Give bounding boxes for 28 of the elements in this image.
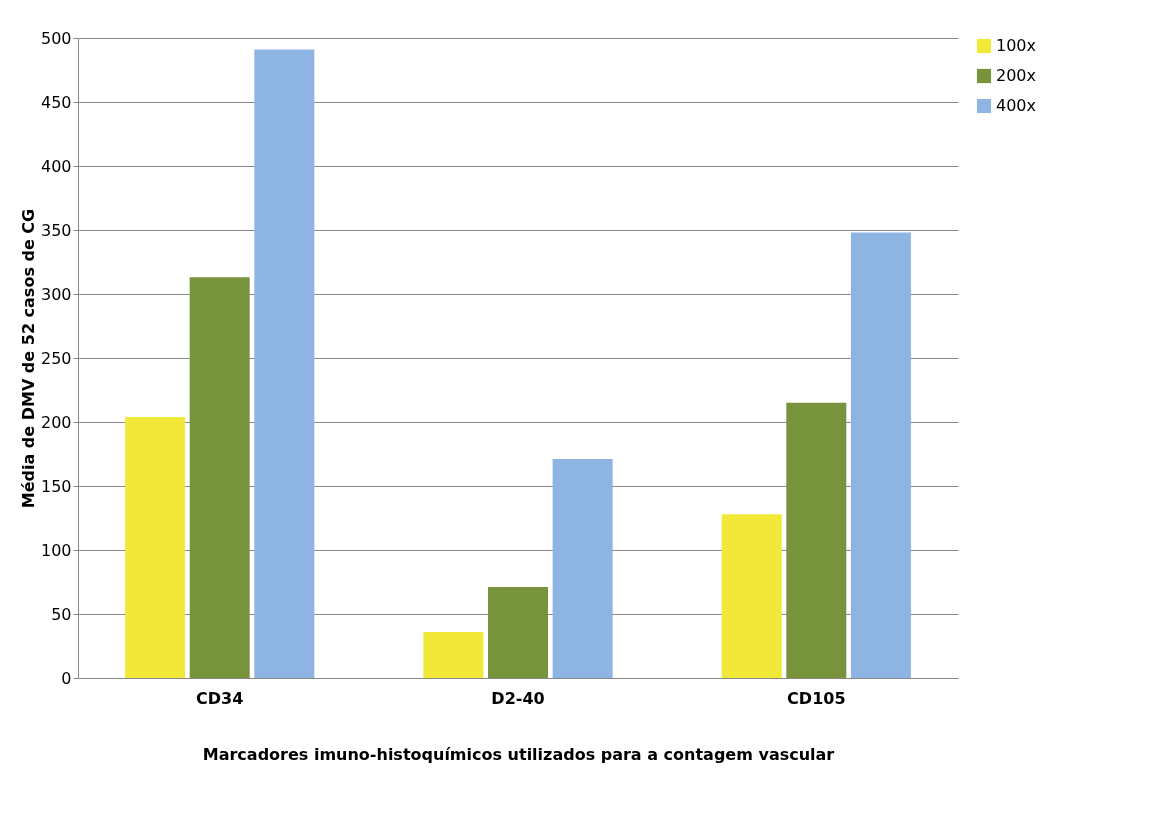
y-axis-title: Média de DMV de 52 casos de CG: [18, 208, 38, 509]
bar: [786, 402, 847, 678]
y-tick-label: 50: [51, 604, 72, 624]
y-tick-label: 200: [40, 412, 72, 432]
y-tick-label: 100: [40, 540, 72, 560]
y-tick-label: 450: [40, 92, 72, 112]
x-tick-label: D2-40: [491, 688, 545, 708]
bar: [721, 514, 782, 678]
y-tick-label: 350: [40, 220, 72, 240]
bar: [254, 49, 315, 678]
y-tick-label: 300: [40, 284, 72, 304]
legend-label: 100x: [996, 36, 1037, 55]
bar: [125, 416, 186, 678]
legend-label: 400x: [996, 96, 1037, 115]
x-axis-title: Marcadores imuno-histoquímicos utilizados para a contagem vascular: [202, 744, 835, 764]
legend-label: 200x: [996, 66, 1037, 85]
bar: [552, 459, 613, 678]
bar: [423, 631, 484, 678]
x-tick-label: CD34: [196, 688, 244, 708]
y-tick-label: 150: [40, 476, 72, 496]
x-tick-label: CD105: [787, 688, 846, 708]
bar: [189, 277, 250, 678]
bar: [850, 232, 911, 678]
bar: [488, 587, 548, 678]
y-tick-label: 400: [40, 156, 72, 176]
y-tick-label: 500: [40, 28, 72, 48]
y-tick-label: 0: [61, 668, 72, 688]
y-tick-label: 250: [40, 348, 72, 368]
